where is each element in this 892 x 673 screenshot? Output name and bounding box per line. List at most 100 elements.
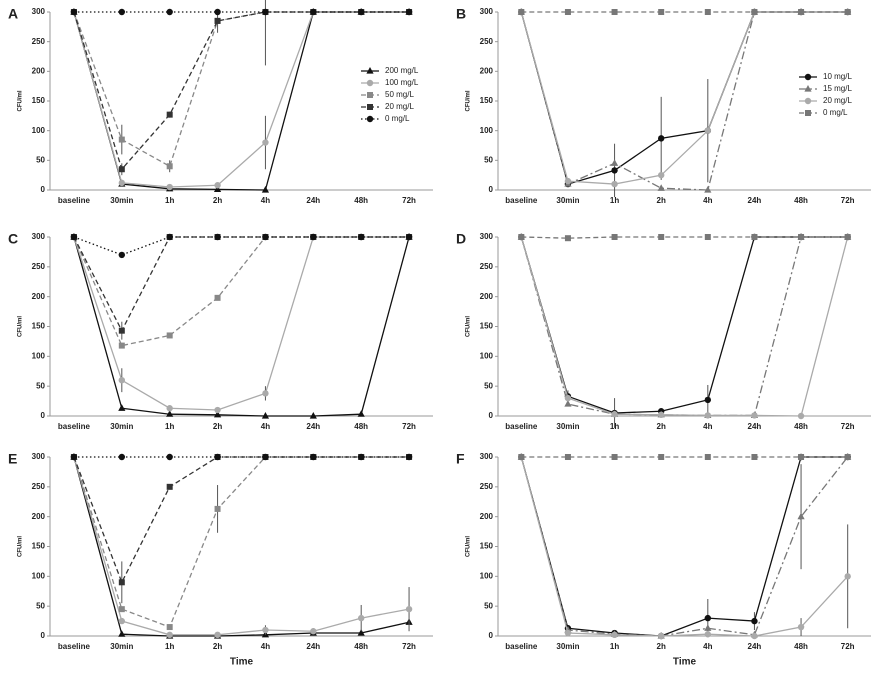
marker	[70, 453, 78, 461]
marker	[214, 8, 221, 16]
x-tick-label: 30min	[556, 422, 579, 431]
series-line	[520, 456, 848, 637]
series-line	[520, 236, 849, 417]
marker	[611, 234, 618, 240]
marker	[166, 405, 173, 412]
marker	[118, 8, 126, 16]
x-tick-label: 48h	[354, 196, 368, 205]
x-tick-label: 30min	[110, 422, 133, 431]
marker	[166, 233, 173, 241]
marker	[704, 396, 712, 404]
marker	[611, 167, 618, 174]
series-line	[520, 11, 848, 185]
series-line	[73, 236, 410, 417]
marker	[658, 234, 665, 240]
series-line	[73, 236, 410, 333]
marker	[166, 410, 174, 417]
marker	[797, 512, 805, 520]
panel-label: D	[456, 231, 466, 247]
x-axis-label: Time	[673, 657, 697, 668]
series-line	[73, 11, 410, 168]
series-line	[521, 236, 848, 239]
x-tick-label: 24h	[748, 422, 762, 431]
marker	[704, 9, 711, 15]
legend-marker	[805, 110, 811, 116]
legend-marker	[804, 97, 812, 105]
series-line	[520, 456, 849, 637]
y-tick-label: 0	[489, 185, 494, 194]
y-tick-label: 0	[41, 411, 46, 420]
marker	[518, 234, 525, 240]
y-tick-label: 200	[32, 292, 46, 301]
x-tick-label: 30min	[110, 196, 133, 205]
y-tick-label: 50	[484, 601, 493, 610]
x-tick-label: 30min	[110, 642, 133, 651]
marker	[357, 8, 365, 16]
marker	[798, 234, 805, 240]
marker	[658, 9, 665, 15]
x-tick-label: 1h	[610, 642, 619, 651]
marker	[564, 235, 571, 242]
series-line	[520, 456, 849, 637]
series-line	[73, 456, 410, 628]
marker	[405, 8, 413, 16]
marker	[118, 179, 126, 187]
y-tick-label: 150	[480, 542, 494, 551]
series-line	[520, 236, 848, 414]
x-tick-label: 72h	[841, 196, 855, 205]
legend-marker	[804, 85, 812, 92]
marker	[798, 9, 805, 15]
marker	[166, 332, 173, 339]
legend-label: 20 mg/L	[385, 102, 414, 111]
x-tick-label: 48h	[354, 642, 368, 651]
legend-marker	[366, 79, 374, 87]
marker	[844, 573, 851, 580]
x-tick-label: 4h	[261, 422, 270, 431]
marker	[118, 606, 125, 613]
marker	[704, 234, 711, 240]
marker	[262, 626, 269, 634]
marker	[310, 8, 317, 16]
marker	[704, 412, 712, 419]
legend-label: 100 mg/L	[385, 78, 419, 87]
marker	[166, 483, 173, 490]
y-tick-label: 50	[36, 155, 45, 164]
legend-label: 50 mg/L	[385, 90, 414, 99]
y-axis-label: CFU/ml	[18, 536, 24, 557]
marker	[657, 411, 665, 419]
marker	[214, 233, 221, 241]
marker	[118, 327, 125, 334]
marker	[518, 454, 525, 460]
marker	[657, 171, 665, 179]
y-axis-label: CFU/ml	[466, 536, 472, 557]
x-tick-label: 4h	[703, 642, 712, 651]
y-tick-label: 150	[32, 322, 46, 331]
legend-marker	[366, 67, 374, 74]
y-tick-label: 250	[480, 482, 494, 491]
x-tick-label: 2h	[213, 422, 222, 431]
x-tick-label: baseline	[505, 422, 538, 431]
x-tick-label: 1h	[165, 642, 174, 651]
x-tick-label: 24h	[306, 642, 320, 651]
marker	[262, 233, 269, 241]
series-line	[520, 236, 848, 417]
y-tick-label: 100	[32, 571, 46, 580]
legend-label: 0 mg/L	[385, 114, 410, 123]
marker	[262, 390, 269, 397]
marker	[611, 9, 618, 15]
y-tick-label: 250	[32, 262, 46, 271]
marker	[118, 342, 125, 349]
marker	[310, 233, 317, 241]
marker	[357, 453, 365, 461]
x-tick-label: 72h	[402, 422, 416, 431]
y-tick-label: 0	[41, 185, 46, 194]
marker	[118, 377, 126, 384]
x-tick-label: 2h	[657, 422, 666, 431]
marker	[310, 453, 317, 461]
y-tick-label: 300	[32, 452, 46, 461]
x-tick-label: 48h	[794, 422, 808, 431]
marker	[751, 617, 758, 625]
legend-label: 15 mg/L	[823, 84, 852, 93]
marker	[118, 404, 126, 411]
